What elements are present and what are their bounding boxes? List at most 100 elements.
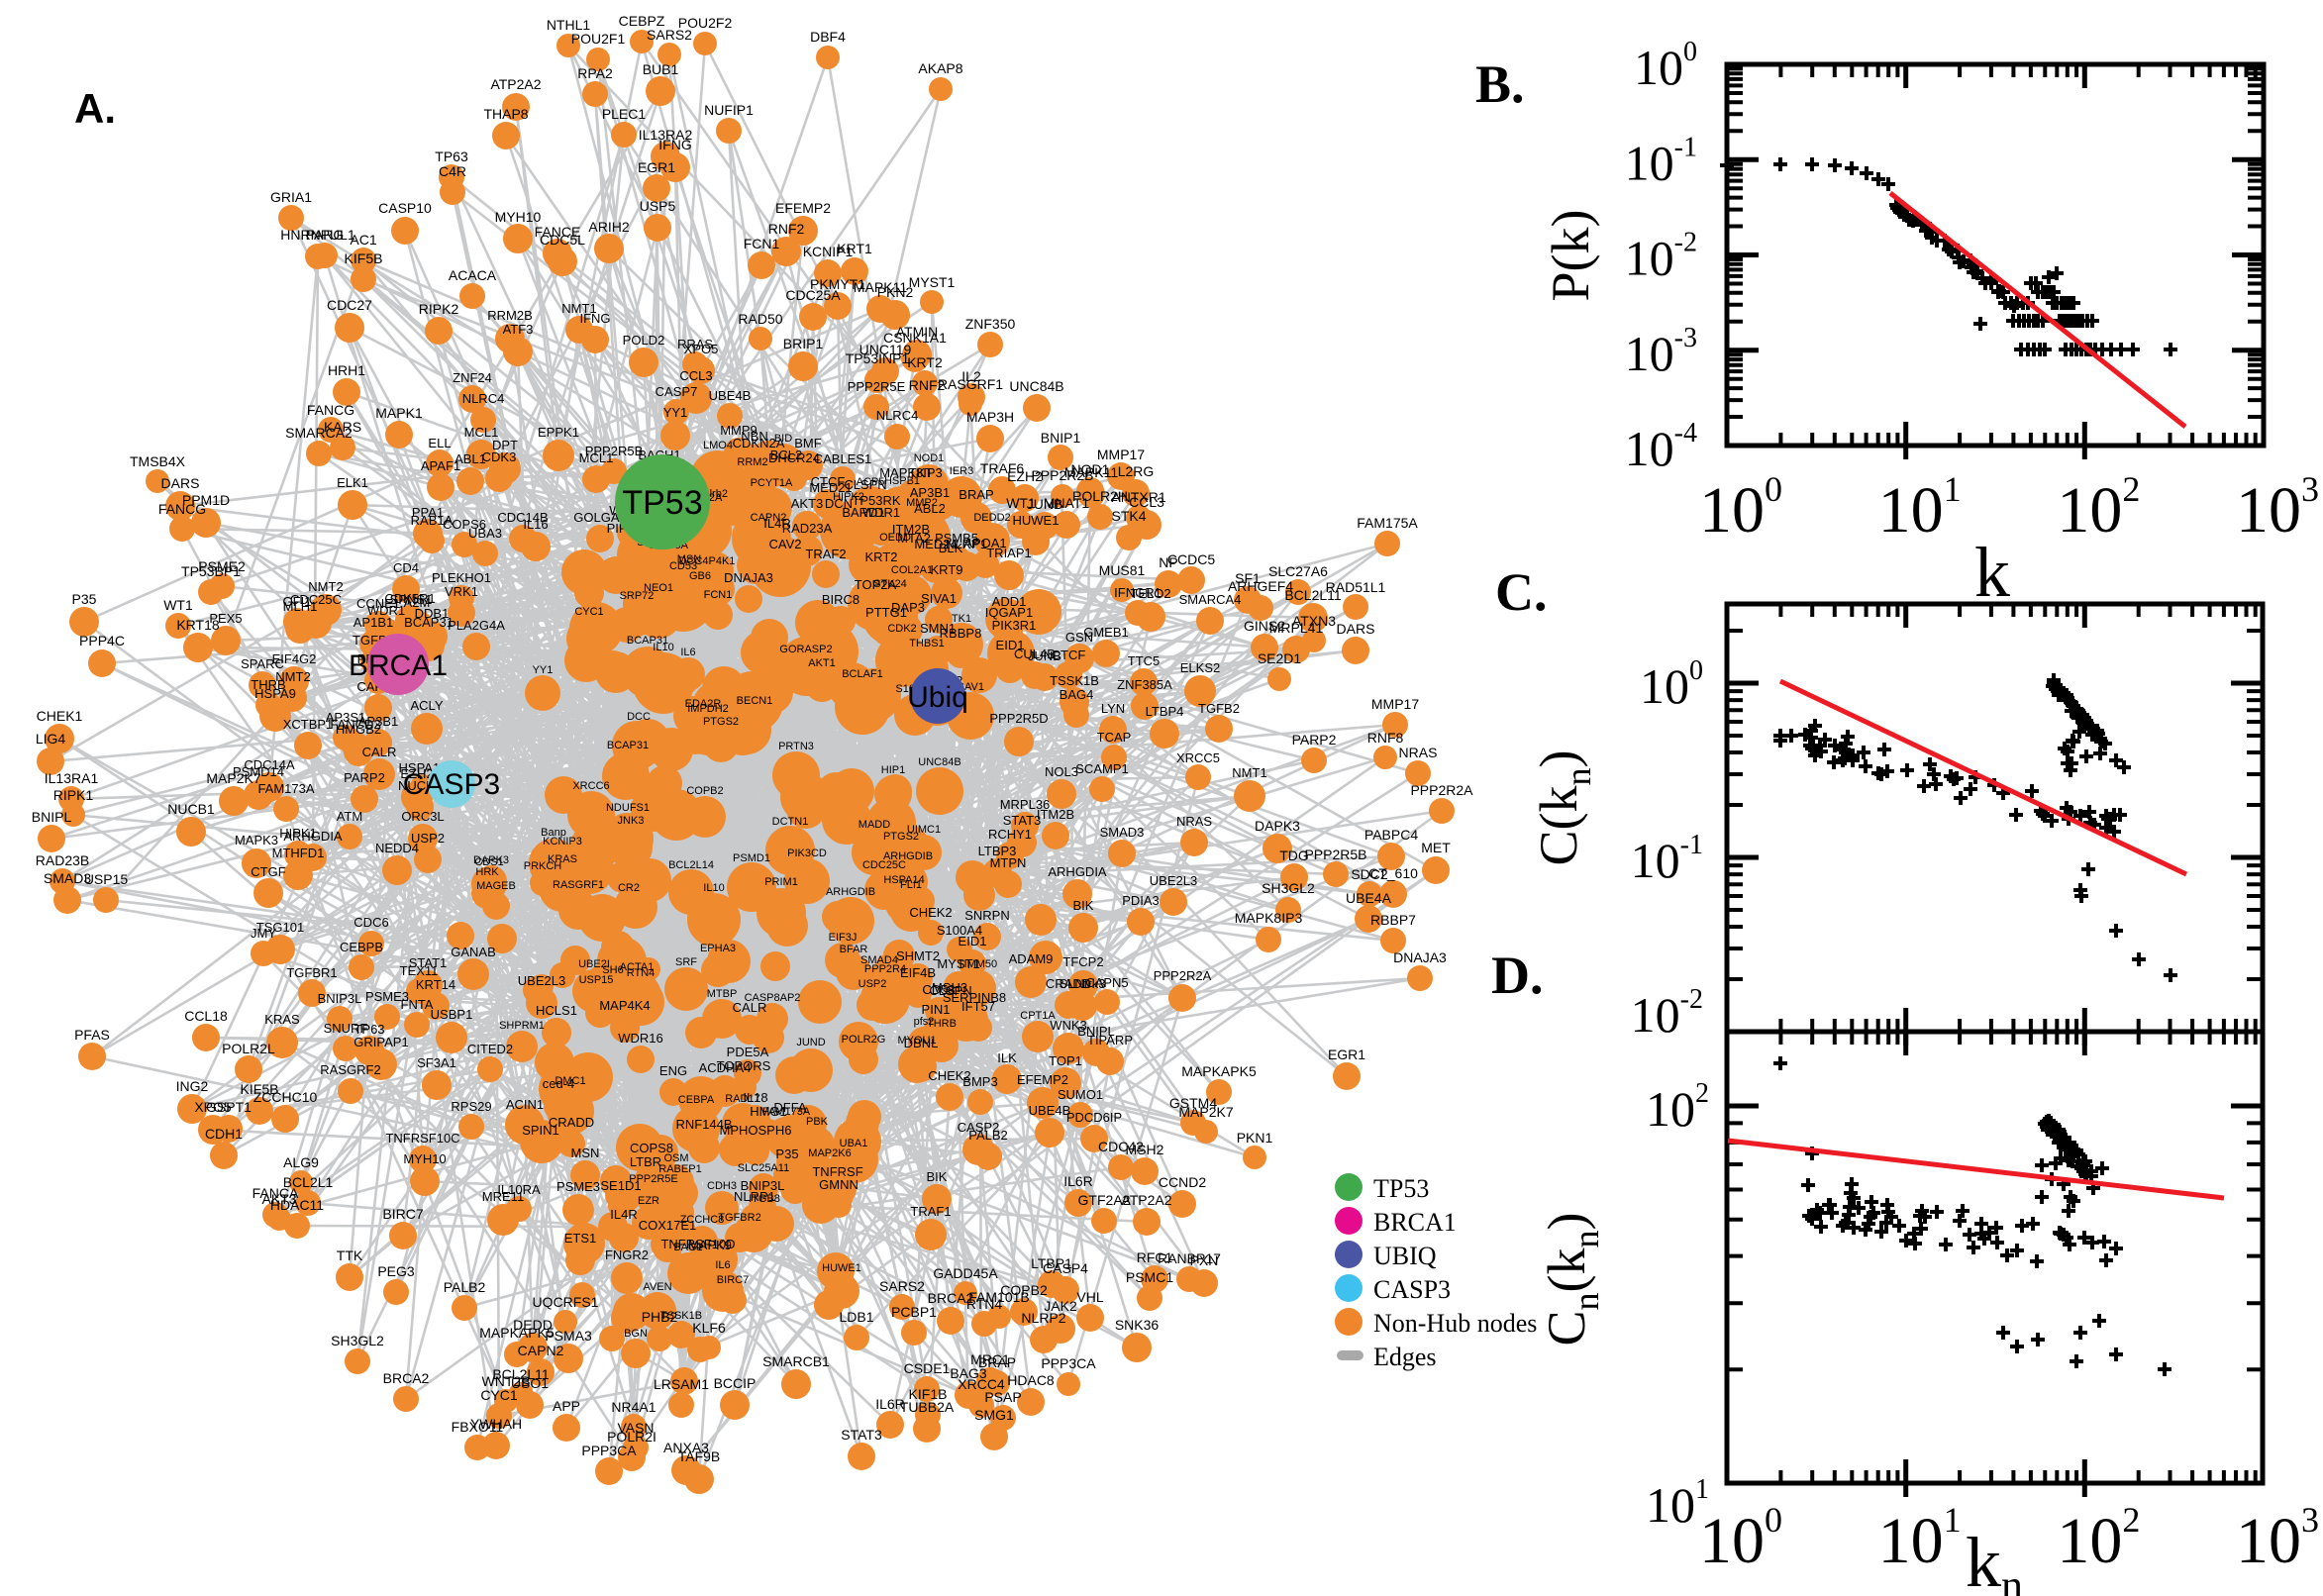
svg-text:DNAJA3: DNAJA3 bbox=[1393, 949, 1447, 965]
svg-text:HUWE1: HUWE1 bbox=[1013, 513, 1060, 528]
svg-text:FNGR2: FNGR2 bbox=[605, 1247, 649, 1262]
svg-text:PLEKHO1: PLEKHO1 bbox=[432, 570, 491, 585]
svg-text:ITGB8: ITGB8 bbox=[749, 1193, 780, 1205]
svg-text:GSN: GSN bbox=[1065, 630, 1093, 645]
svg-text:TSSK1B: TSSK1B bbox=[1050, 673, 1099, 688]
svg-text:APP: APP bbox=[553, 1398, 580, 1414]
svg-text:SMARCB1: SMARCB1 bbox=[762, 1353, 830, 1369]
svg-text:FAM173A: FAM173A bbox=[257, 781, 314, 796]
svg-text:IL10: IL10 bbox=[653, 642, 673, 653]
svg-text:PRTN3: PRTN3 bbox=[778, 741, 814, 752]
svg-text:IL6: IL6 bbox=[680, 647, 695, 658]
svg-text:PRIM1: PRIM1 bbox=[764, 876, 798, 888]
svg-text:JUNB: JUNB bbox=[1028, 648, 1061, 663]
svg-text:USP5: USP5 bbox=[640, 198, 676, 214]
svg-text:LRSAM1: LRSAM1 bbox=[654, 1376, 709, 1392]
svg-text:BCCIP: BCCIP bbox=[714, 1375, 757, 1391]
svg-text:ACLY: ACLY bbox=[411, 698, 444, 713]
svg-text:BRCA2: BRCA2 bbox=[383, 1370, 430, 1386]
svg-text:IL6: IL6 bbox=[715, 1259, 730, 1271]
svg-text:IL16: IL16 bbox=[523, 517, 548, 532]
svg-text:GSPT1: GSPT1 bbox=[206, 1099, 252, 1115]
svg-text:Ubiq: Ubiq bbox=[907, 681, 968, 714]
svg-text:GRIPAP1: GRIPAP1 bbox=[354, 1035, 408, 1049]
svg-text:P(k): P(k) bbox=[1541, 210, 1600, 302]
svg-text:DARS: DARS bbox=[1337, 621, 1375, 637]
svg-text:SPARC: SPARC bbox=[241, 656, 284, 671]
svg-text:STK24: STK24 bbox=[873, 578, 907, 590]
svg-text:CDH1: CDH1 bbox=[205, 1126, 243, 1142]
svg-text:SIVA1: SIVA1 bbox=[921, 591, 957, 606]
svg-text:PSME3: PSME3 bbox=[556, 1179, 600, 1194]
svg-text:BNIP1: BNIP1 bbox=[1041, 430, 1081, 446]
svg-text:CTGF: CTGF bbox=[251, 864, 285, 879]
svg-text:MADD: MADD bbox=[858, 819, 890, 831]
svg-text:PIK3CD: PIK3CD bbox=[787, 848, 827, 859]
svg-text:TRAF2: TRAF2 bbox=[805, 547, 846, 561]
svg-text:EGR1: EGR1 bbox=[638, 159, 675, 175]
svg-text:TRAF6: TRAF6 bbox=[980, 460, 1025, 476]
svg-text:IFNGR1: IFNGR1 bbox=[1114, 585, 1162, 600]
svg-text:IL4R: IL4R bbox=[610, 1207, 637, 1222]
svg-text:HSPB1: HSPB1 bbox=[884, 475, 920, 487]
svg-text:PPP2R5D: PPP2R5D bbox=[989, 711, 1048, 726]
svg-text:COPB2: COPB2 bbox=[686, 785, 723, 797]
svg-text:RIPK1: RIPK1 bbox=[53, 787, 94, 803]
svg-text:CHEK1: CHEK1 bbox=[37, 708, 83, 724]
svg-text:NRAS: NRAS bbox=[1176, 814, 1212, 829]
svg-text:ARHGDIA: ARHGDIA bbox=[283, 829, 343, 844]
svg-text:CDH3: CDH3 bbox=[707, 1180, 737, 1192]
svg-text:BUB1: BUB1 bbox=[643, 61, 679, 77]
svg-text:RRM2B: RRM2B bbox=[487, 308, 533, 323]
svg-text:HRK: HRK bbox=[475, 866, 499, 878]
svg-text:POU2F1: POU2F1 bbox=[571, 31, 626, 47]
svg-text:ANXA3: ANXA3 bbox=[663, 1440, 709, 1455]
svg-text:RCHY1: RCHY1 bbox=[988, 827, 1032, 842]
svg-text:CYC1: CYC1 bbox=[574, 606, 603, 618]
svg-text:MPHOSPH6: MPHOSPH6 bbox=[720, 1123, 792, 1138]
svg-text:KCNIP3: KCNIP3 bbox=[543, 836, 582, 848]
svg-text:CDC25A: CDC25A bbox=[785, 287, 841, 303]
svg-text:MTHFD1: MTHFD1 bbox=[272, 846, 325, 860]
svg-text:BNIP3L: BNIP3L bbox=[318, 991, 362, 1006]
svg-text:DAPK3: DAPK3 bbox=[1255, 818, 1300, 834]
svg-text:THBS1: THBS1 bbox=[909, 638, 944, 649]
svg-text:FCN1: FCN1 bbox=[744, 236, 780, 251]
svg-text:USP15: USP15 bbox=[579, 974, 614, 986]
svg-text:SH3GL2: SH3GL2 bbox=[331, 1333, 384, 1348]
svg-text:SCAMP1: SCAMP1 bbox=[1075, 761, 1128, 776]
svg-text:JNK3: JNK3 bbox=[618, 815, 645, 827]
svg-text:BID: BID bbox=[774, 433, 792, 445]
svg-text:PALB2: PALB2 bbox=[968, 1128, 1008, 1143]
svg-text:BRIP1: BRIP1 bbox=[783, 336, 824, 351]
svg-text:POLR2H: POLR2H bbox=[1072, 488, 1128, 504]
svg-text:PPP4C: PPP4C bbox=[79, 633, 125, 648]
svg-text:BRCA1: BRCA1 bbox=[349, 649, 448, 682]
svg-text:A.: A. bbox=[74, 85, 116, 132]
svg-text:CRADD: CRADD bbox=[549, 1115, 594, 1130]
svg-text:PPP2R5B: PPP2R5B bbox=[1304, 847, 1366, 862]
svg-text:TEX11: TEX11 bbox=[400, 963, 439, 978]
svg-text:TIMM50: TIMM50 bbox=[958, 958, 997, 970]
svg-text:TP63: TP63 bbox=[435, 149, 468, 164]
svg-text:PPP2R5B: PPP2R5B bbox=[585, 444, 644, 458]
svg-text:SMARCA2: SMARCA2 bbox=[285, 425, 353, 441]
svg-text:IL10: IL10 bbox=[703, 882, 724, 894]
svg-text:GSTM4: GSTM4 bbox=[1169, 1095, 1217, 1111]
svg-text:STAT3: STAT3 bbox=[841, 1427, 882, 1443]
svg-text:D.: D. bbox=[1491, 946, 1544, 1005]
svg-text:IL2: IL2 bbox=[961, 368, 981, 384]
svg-text:ITM2B: ITM2B bbox=[1037, 807, 1074, 822]
svg-text:DAP3: DAP3 bbox=[891, 600, 925, 615]
svg-text:XPO5: XPO5 bbox=[684, 342, 719, 356]
svg-text:DHCR24: DHCR24 bbox=[768, 450, 820, 465]
svg-text:WDR16: WDR16 bbox=[618, 1031, 663, 1046]
svg-text:CAPN5: CAPN5 bbox=[1085, 975, 1128, 990]
svg-text:NEO1: NEO1 bbox=[644, 582, 673, 594]
svg-text:MYH10: MYH10 bbox=[403, 1151, 446, 1166]
svg-text:ENG: ENG bbox=[659, 1063, 687, 1078]
svg-text:TNFRSF10C: TNFRSF10C bbox=[385, 1131, 459, 1146]
svg-text:CCL18: CCL18 bbox=[184, 1008, 228, 1024]
svg-text:HSPA14: HSPA14 bbox=[883, 874, 924, 886]
svg-text:MAP3H: MAP3H bbox=[966, 409, 1014, 425]
